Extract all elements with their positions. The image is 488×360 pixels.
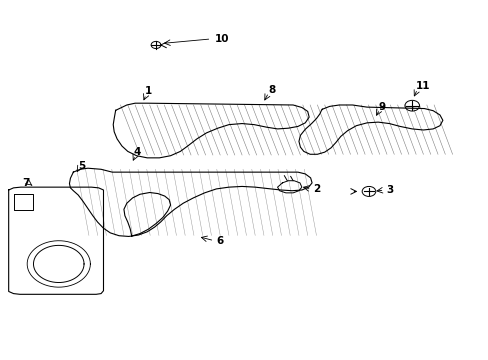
Text: 2: 2 <box>313 184 320 194</box>
Text: 9: 9 <box>377 102 385 112</box>
Text: 3: 3 <box>386 185 393 195</box>
Text: 6: 6 <box>216 236 223 246</box>
Polygon shape <box>277 181 301 193</box>
Text: 11: 11 <box>415 81 429 91</box>
Text: 10: 10 <box>214 34 228 44</box>
Text: 8: 8 <box>268 85 276 95</box>
Polygon shape <box>69 168 311 237</box>
Text: 5: 5 <box>78 161 85 171</box>
Text: 7: 7 <box>22 178 29 188</box>
Polygon shape <box>123 193 170 236</box>
Text: 4: 4 <box>133 148 141 157</box>
Polygon shape <box>298 105 442 154</box>
Polygon shape <box>113 103 308 158</box>
Text: 1: 1 <box>144 86 152 96</box>
Polygon shape <box>9 187 103 294</box>
